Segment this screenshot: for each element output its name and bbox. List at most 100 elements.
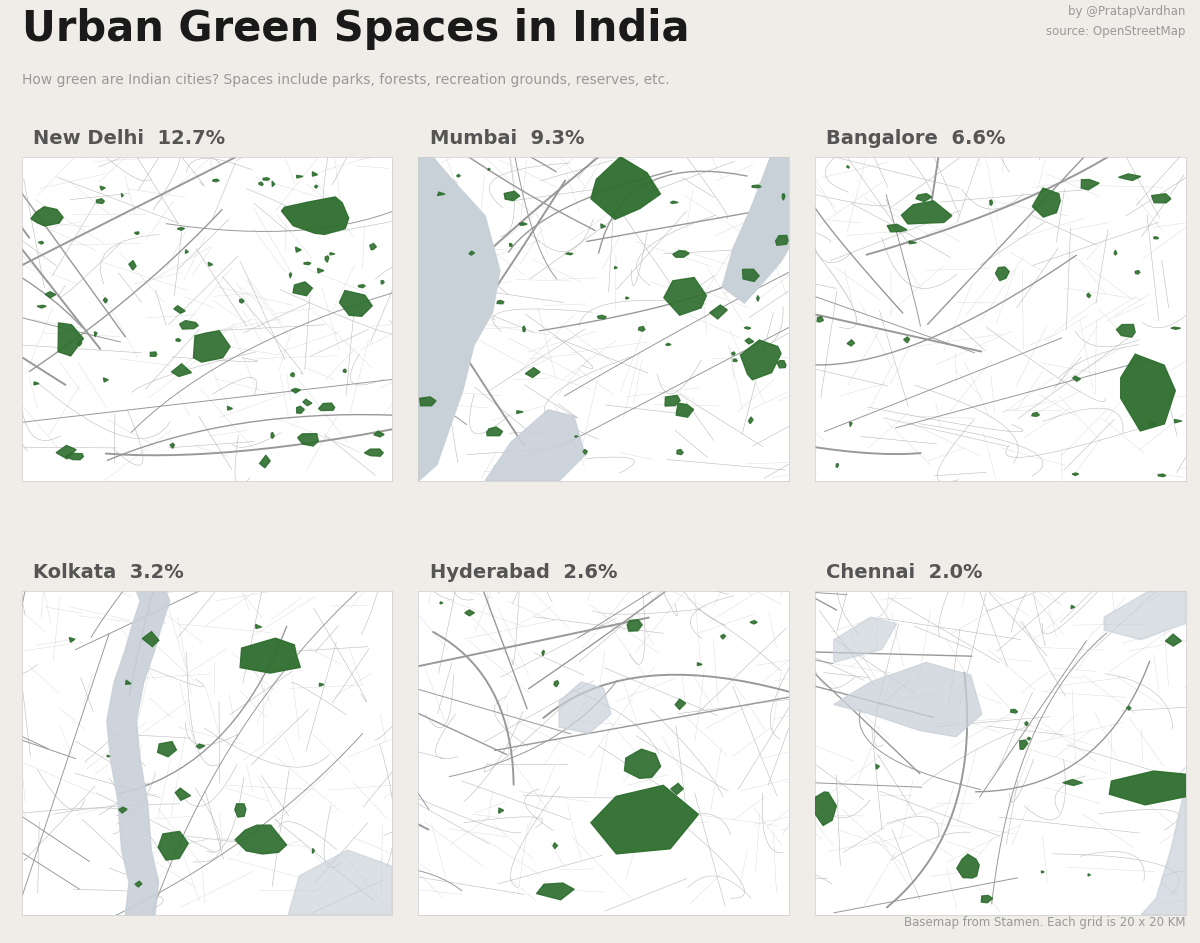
Polygon shape <box>119 807 127 813</box>
Polygon shape <box>752 185 760 188</box>
Polygon shape <box>1025 721 1027 725</box>
Polygon shape <box>1073 472 1078 475</box>
Polygon shape <box>78 340 82 346</box>
Polygon shape <box>366 449 382 456</box>
Polygon shape <box>697 663 702 666</box>
Polygon shape <box>149 352 157 356</box>
Polygon shape <box>250 638 302 675</box>
Polygon shape <box>1104 591 1186 639</box>
Polygon shape <box>1115 250 1117 255</box>
Polygon shape <box>565 253 574 255</box>
Polygon shape <box>498 808 504 813</box>
Text: Urban Green Spaces in India: Urban Green Spaces in India <box>22 8 689 50</box>
Polygon shape <box>343 369 347 372</box>
Polygon shape <box>959 856 980 879</box>
Polygon shape <box>186 250 188 254</box>
Polygon shape <box>1158 474 1166 477</box>
Polygon shape <box>834 617 896 662</box>
Polygon shape <box>677 449 683 455</box>
Polygon shape <box>290 372 294 377</box>
Polygon shape <box>1109 771 1200 803</box>
Polygon shape <box>776 235 788 248</box>
Polygon shape <box>54 323 84 357</box>
Polygon shape <box>674 251 690 257</box>
Polygon shape <box>516 411 523 413</box>
Polygon shape <box>523 326 526 332</box>
Polygon shape <box>271 182 275 187</box>
Text: Chennai  2.0%: Chennai 2.0% <box>827 563 983 582</box>
Polygon shape <box>319 684 324 686</box>
Polygon shape <box>673 783 684 796</box>
Polygon shape <box>744 327 751 329</box>
Polygon shape <box>916 192 931 201</box>
Polygon shape <box>338 289 376 319</box>
Polygon shape <box>176 227 185 230</box>
Polygon shape <box>103 378 108 382</box>
Polygon shape <box>128 260 136 271</box>
Polygon shape <box>173 306 185 313</box>
Polygon shape <box>172 788 190 801</box>
Polygon shape <box>101 187 106 190</box>
Polygon shape <box>103 298 108 304</box>
Polygon shape <box>298 435 322 445</box>
Polygon shape <box>1088 873 1091 876</box>
Polygon shape <box>486 428 504 438</box>
Polygon shape <box>745 338 754 344</box>
Polygon shape <box>212 179 220 182</box>
Polygon shape <box>782 193 785 200</box>
Polygon shape <box>169 443 174 448</box>
Polygon shape <box>671 201 677 204</box>
Polygon shape <box>304 262 311 264</box>
Polygon shape <box>1127 705 1130 711</box>
Polygon shape <box>1116 323 1138 338</box>
Polygon shape <box>370 244 377 250</box>
Polygon shape <box>749 418 754 423</box>
Polygon shape <box>263 177 269 180</box>
Polygon shape <box>1063 780 1084 786</box>
Polygon shape <box>488 168 490 171</box>
Polygon shape <box>559 682 611 734</box>
Polygon shape <box>358 285 366 288</box>
Polygon shape <box>469 251 474 256</box>
Polygon shape <box>180 321 200 329</box>
Polygon shape <box>257 624 262 628</box>
Polygon shape <box>31 209 64 228</box>
Polygon shape <box>380 280 385 284</box>
Polygon shape <box>288 850 392 915</box>
Polygon shape <box>292 282 313 295</box>
Polygon shape <box>260 456 271 467</box>
Polygon shape <box>836 463 839 467</box>
Text: by @PratapVardhan
source: OpenStreetMap: by @PratapVardhan source: OpenStreetMap <box>1046 5 1186 38</box>
Polygon shape <box>325 256 329 262</box>
Polygon shape <box>1076 178 1096 190</box>
Polygon shape <box>542 650 545 656</box>
Polygon shape <box>208 262 212 266</box>
Polygon shape <box>590 164 656 216</box>
Polygon shape <box>289 273 292 277</box>
Polygon shape <box>1124 352 1171 428</box>
Text: Hyderabad  2.6%: Hyderabad 2.6% <box>430 563 617 582</box>
Text: Basemap from Stamen. Each grid is 20 x 20 KM: Basemap from Stamen. Each grid is 20 x 2… <box>904 916 1186 929</box>
Polygon shape <box>626 297 629 300</box>
Polygon shape <box>485 410 586 481</box>
Polygon shape <box>227 406 232 411</box>
Polygon shape <box>95 331 97 337</box>
Polygon shape <box>163 832 187 861</box>
Polygon shape <box>134 882 144 886</box>
Polygon shape <box>234 802 247 816</box>
Text: Kolkata  3.2%: Kolkata 3.2% <box>32 563 184 582</box>
Polygon shape <box>612 781 686 853</box>
Polygon shape <box>538 885 578 896</box>
Polygon shape <box>35 382 38 386</box>
Polygon shape <box>847 340 854 346</box>
Text: Mumbai  9.3%: Mumbai 9.3% <box>430 129 584 148</box>
Polygon shape <box>284 194 348 233</box>
Polygon shape <box>497 301 504 304</box>
Polygon shape <box>420 396 439 406</box>
Polygon shape <box>1153 237 1158 240</box>
Polygon shape <box>37 241 44 244</box>
Text: How green are Indian cities? Spaces include parks, forests, recreation grounds, : How green are Indian cities? Spaces incl… <box>22 73 670 87</box>
Polygon shape <box>1042 870 1044 873</box>
Polygon shape <box>121 193 124 196</box>
Polygon shape <box>314 185 318 188</box>
